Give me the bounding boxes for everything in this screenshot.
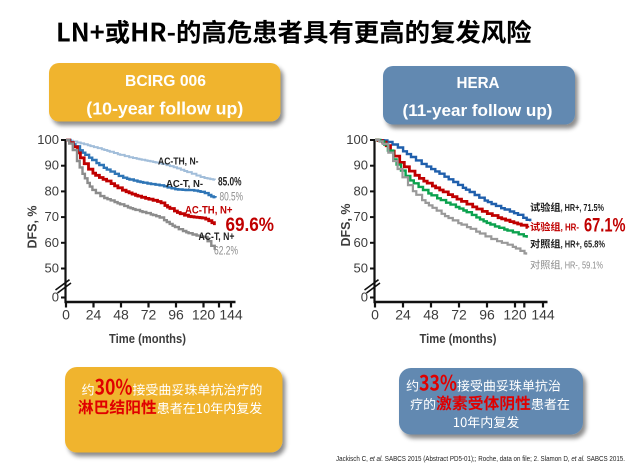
svg-text:HERA: HERA [457, 75, 500, 92]
svg-text:24: 24 [86, 307, 102, 323]
svg-text:AC-T, N-: AC-T, N- [166, 178, 203, 190]
svg-text:96: 96 [479, 307, 495, 323]
svg-text:85.0%: 85.0% [218, 177, 242, 189]
svg-text:70: 70 [354, 209, 368, 224]
svg-text:69.6%: 69.6% [226, 214, 275, 236]
svg-text:48: 48 [113, 307, 129, 323]
svg-text:60: 60 [354, 235, 368, 250]
svg-text:Jackisch C, et al. SABCS 2015: Jackisch C, et al. SABCS 2015 (Abstract … [336, 454, 625, 463]
svg-text:144: 144 [219, 307, 243, 323]
svg-text:DFS, %: DFS, % [339, 203, 353, 246]
svg-text:50: 50 [45, 261, 59, 276]
svg-text:(11-year follow up): (11-year follow up) [403, 102, 553, 120]
svg-text:80: 80 [45, 183, 59, 198]
svg-text:, HR+, 65.8%: , HR+, 65.8% [561, 240, 605, 251]
svg-text:0: 0 [52, 290, 59, 305]
svg-text:0: 0 [361, 290, 368, 305]
svg-text:AC-T, N+: AC-T, N+ [199, 231, 235, 243]
svg-text:67.1%: 67.1% [584, 215, 626, 237]
svg-text:100: 100 [37, 132, 59, 147]
svg-text:62.2%: 62.2% [214, 246, 238, 258]
svg-text:144: 144 [531, 307, 555, 323]
svg-text:60: 60 [45, 235, 59, 250]
svg-text:80: 80 [354, 183, 368, 198]
svg-text:120: 120 [192, 307, 216, 323]
svg-text:48: 48 [423, 307, 439, 323]
svg-text:(10-year follow up): (10-year follow up) [86, 99, 243, 119]
svg-text:0: 0 [371, 307, 379, 323]
svg-text:24: 24 [395, 307, 411, 323]
svg-text:100: 100 [346, 132, 368, 147]
svg-text:Time (months): Time (months) [420, 331, 497, 346]
svg-text:70: 70 [45, 209, 59, 224]
svg-text:AC-TH, N-: AC-TH, N- [158, 156, 199, 168]
svg-text:72: 72 [141, 307, 157, 323]
svg-text:80.5%: 80.5% [220, 192, 244, 204]
svg-text:72: 72 [451, 307, 467, 323]
svg-text:, HR-, 59.1%: , HR-, 59.1% [561, 261, 603, 272]
svg-text:96: 96 [168, 307, 184, 323]
svg-text:120: 120 [503, 307, 527, 323]
svg-text:, HR+, 71.5%: , HR+, 71.5% [561, 203, 604, 214]
svg-text:BCIRG 006: BCIRG 006 [125, 73, 206, 90]
svg-text:DFS, %: DFS, % [26, 205, 40, 248]
svg-text:, HR-: , HR- [561, 223, 579, 234]
svg-text:50: 50 [354, 261, 368, 276]
svg-text:0: 0 [62, 307, 70, 323]
svg-text:AC-TH, N+: AC-TH, N+ [185, 205, 233, 217]
svg-text:Time (months): Time (months) [109, 331, 186, 346]
svg-text:90: 90 [354, 158, 368, 173]
svg-text:90: 90 [45, 158, 59, 173]
